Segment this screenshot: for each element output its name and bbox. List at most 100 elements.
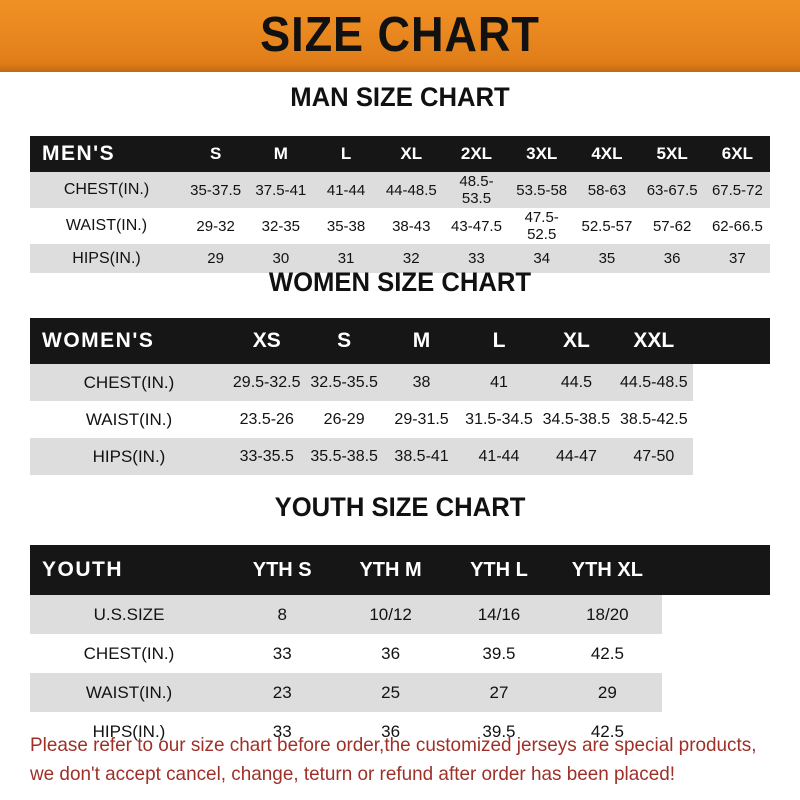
banner-title: SIZE CHART [260, 7, 540, 62]
men-size-header-7: 4XL [591, 144, 623, 163]
men-size-header-4: XL [400, 144, 423, 163]
youth-size-header-1: YTH S [252, 558, 312, 581]
youth-cell: 27 [444, 673, 554, 712]
men-row-label: CHEST(IN.) [30, 172, 183, 208]
table-row: HIPS(IN.) 33 36 39.5 42.5 [30, 712, 770, 751]
women-cell: 31.5-34.5 [460, 401, 538, 438]
youth-size-header-2: YTH M [359, 558, 422, 581]
table-row: CHEST(IN.) 29.5-32.5 32.5-35.5 38 41 44.5 44.5… [30, 364, 770, 401]
men-cell: 63-67.5 [639, 172, 705, 208]
men-cell: 37.5-41 [248, 172, 314, 208]
women-cell: 33-35.5 [228, 438, 306, 475]
women-row-label: HIPS(IN.) [30, 438, 228, 475]
men-corner-label: MEN'S [42, 142, 116, 165]
youth-cell: 36 [336, 712, 445, 751]
youth-cell: 25 [336, 673, 445, 712]
table-row: WAIST(IN.) 23.5-26 26-29 29-31.5 31.5-34.5 34… [30, 401, 770, 438]
men-cell: 36 [639, 244, 705, 273]
women-size-header-5: XL [562, 329, 590, 352]
table-row: CHEST(IN.) 35-37.5 37.5-41 41-44 44-48.5 48.5… [30, 172, 770, 208]
men-cell: 41-44 [313, 172, 379, 208]
men-table-body: MEN'S S M L XL 2XL 3XL 4XL 5XL 6XL CHEST(IN.) 35-37… [30, 136, 770, 273]
youth-cell: 8 [228, 595, 337, 634]
men-cell: 47.5-52.5 [509, 208, 575, 244]
men-cell: 62-66.5 [704, 208, 770, 244]
women-size-header-1: XS [252, 329, 281, 352]
men-size-header-3: L [340, 144, 352, 163]
men-cell: 53.5-58 [509, 172, 575, 208]
men-cell: 48.5-53.5 [443, 172, 510, 208]
disclaimer-line-2: we don't accept cancel, change, teturn o… [30, 763, 676, 785]
men-cell: 32-35 [248, 208, 314, 244]
men-cell: 57-62 [639, 208, 705, 244]
men-cell: 58-63 [574, 172, 640, 208]
men-size-header-1: S [209, 144, 222, 163]
men-cell: 35-38 [313, 208, 379, 244]
youth-row-label: CHEST(IN.) [30, 634, 228, 673]
youth-cell: 33 [228, 634, 337, 673]
men-cell: 29 [183, 244, 249, 273]
women-cell: 44-47 [537, 438, 616, 475]
youth-row-label: U.S.SIZE [30, 595, 228, 634]
youth-cell-spacer [661, 673, 770, 712]
youth-header-row: YOUTH YTH S YTH M YTH L YTH XL [30, 545, 770, 595]
men-cell: 35 [574, 244, 640, 273]
men-cell: 30 [248, 244, 314, 273]
men-cell: 37 [704, 244, 770, 273]
women-cell: 35.5-38.5 [305, 438, 383, 475]
youth-cell: 42.5 [553, 634, 662, 673]
men-cell: 35-37.5 [183, 172, 249, 208]
youth-size-table: YOUTH YTH S YTH M YTH L YTH XL U.S.SIZE 8 10/12… [30, 545, 770, 751]
women-cell: 38.5-41 [382, 438, 461, 475]
page-banner: SIZE CHART [0, 0, 800, 72]
women-cell: 41-44 [460, 438, 538, 475]
men-size-header-6: 3XL [526, 144, 558, 163]
table-row: WAIST(IN.) 29-32 32-35 35-38 38-43 43-47.5 47.… [30, 208, 770, 244]
youth-cell: 33 [228, 712, 337, 751]
women-cell-spacer [692, 364, 770, 401]
youth-cell-spacer [661, 595, 770, 634]
table-row: HIPS(IN.) 29 30 31 32 33 34 35 36 37 [30, 244, 770, 273]
women-cell: 44.5 [537, 364, 616, 401]
men-cell: 29-32 [183, 208, 249, 244]
men-row-label: HIPS(IN.) [30, 244, 183, 273]
women-row-label: CHEST(IN.) [30, 364, 228, 401]
women-header-row: WOMEN'S XS S M L XL XXL [30, 318, 770, 364]
women-cell: 47-50 [615, 438, 693, 475]
women-cell-spacer [693, 401, 770, 438]
youth-cell-spacer [662, 634, 770, 673]
disclaimer-line-1: Please refer to our size chart before or… [30, 734, 757, 756]
men-cell: 52.5-57 [574, 208, 640, 244]
women-size-table: WOMEN'S XS S M L XL XXL CHEST(IN.) 29.5-32.5 32.5… [30, 318, 770, 475]
men-cell: 38-43 [378, 208, 444, 244]
youth-row-label: HIPS(IN.) [30, 712, 228, 751]
youth-size-header-3: YTH L [470, 558, 528, 581]
women-section-title: WOMEN SIZE CHART [268, 267, 532, 297]
women-cell-spacer [692, 438, 770, 475]
men-cell: 33 [443, 244, 510, 273]
women-corner-label: WOMEN'S [42, 329, 155, 352]
men-cell: 34 [509, 244, 575, 273]
women-cell: 32.5-35.5 [305, 364, 383, 401]
man-section-title: MAN SIZE CHART [290, 82, 510, 112]
youth-cell: 42.5 [553, 712, 662, 751]
men-cell: 31 [313, 244, 379, 273]
women-row-label: WAIST(IN.) [30, 401, 228, 438]
men-size-header-2: M [273, 144, 288, 163]
women-cell: 38 [382, 364, 461, 401]
youth-cell: 39.5 [444, 634, 554, 673]
men-cell: 67.5-72 [704, 172, 770, 208]
women-cell: 38.5-42.5 [615, 401, 693, 438]
women-table-body: WOMEN'S XS S M L XL XXL CHEST(IN.) 29.5-32.5 32.5… [30, 318, 770, 475]
women-size-header-3: M [412, 329, 431, 352]
youth-section-title: YOUTH SIZE CHART [274, 492, 526, 522]
youth-cell: 10/12 [336, 595, 445, 634]
men-cell: 43-47.5 [443, 208, 510, 244]
youth-cell: 23 [228, 673, 337, 712]
women-cell: 44.5-48.5 [615, 364, 693, 401]
men-cell: 32 [378, 244, 444, 273]
table-row: CHEST(IN.) 33 36 39.5 42.5 [30, 634, 770, 673]
women-size-header-4: L [492, 329, 506, 352]
men-size-header-5: 2XL [460, 144, 493, 163]
